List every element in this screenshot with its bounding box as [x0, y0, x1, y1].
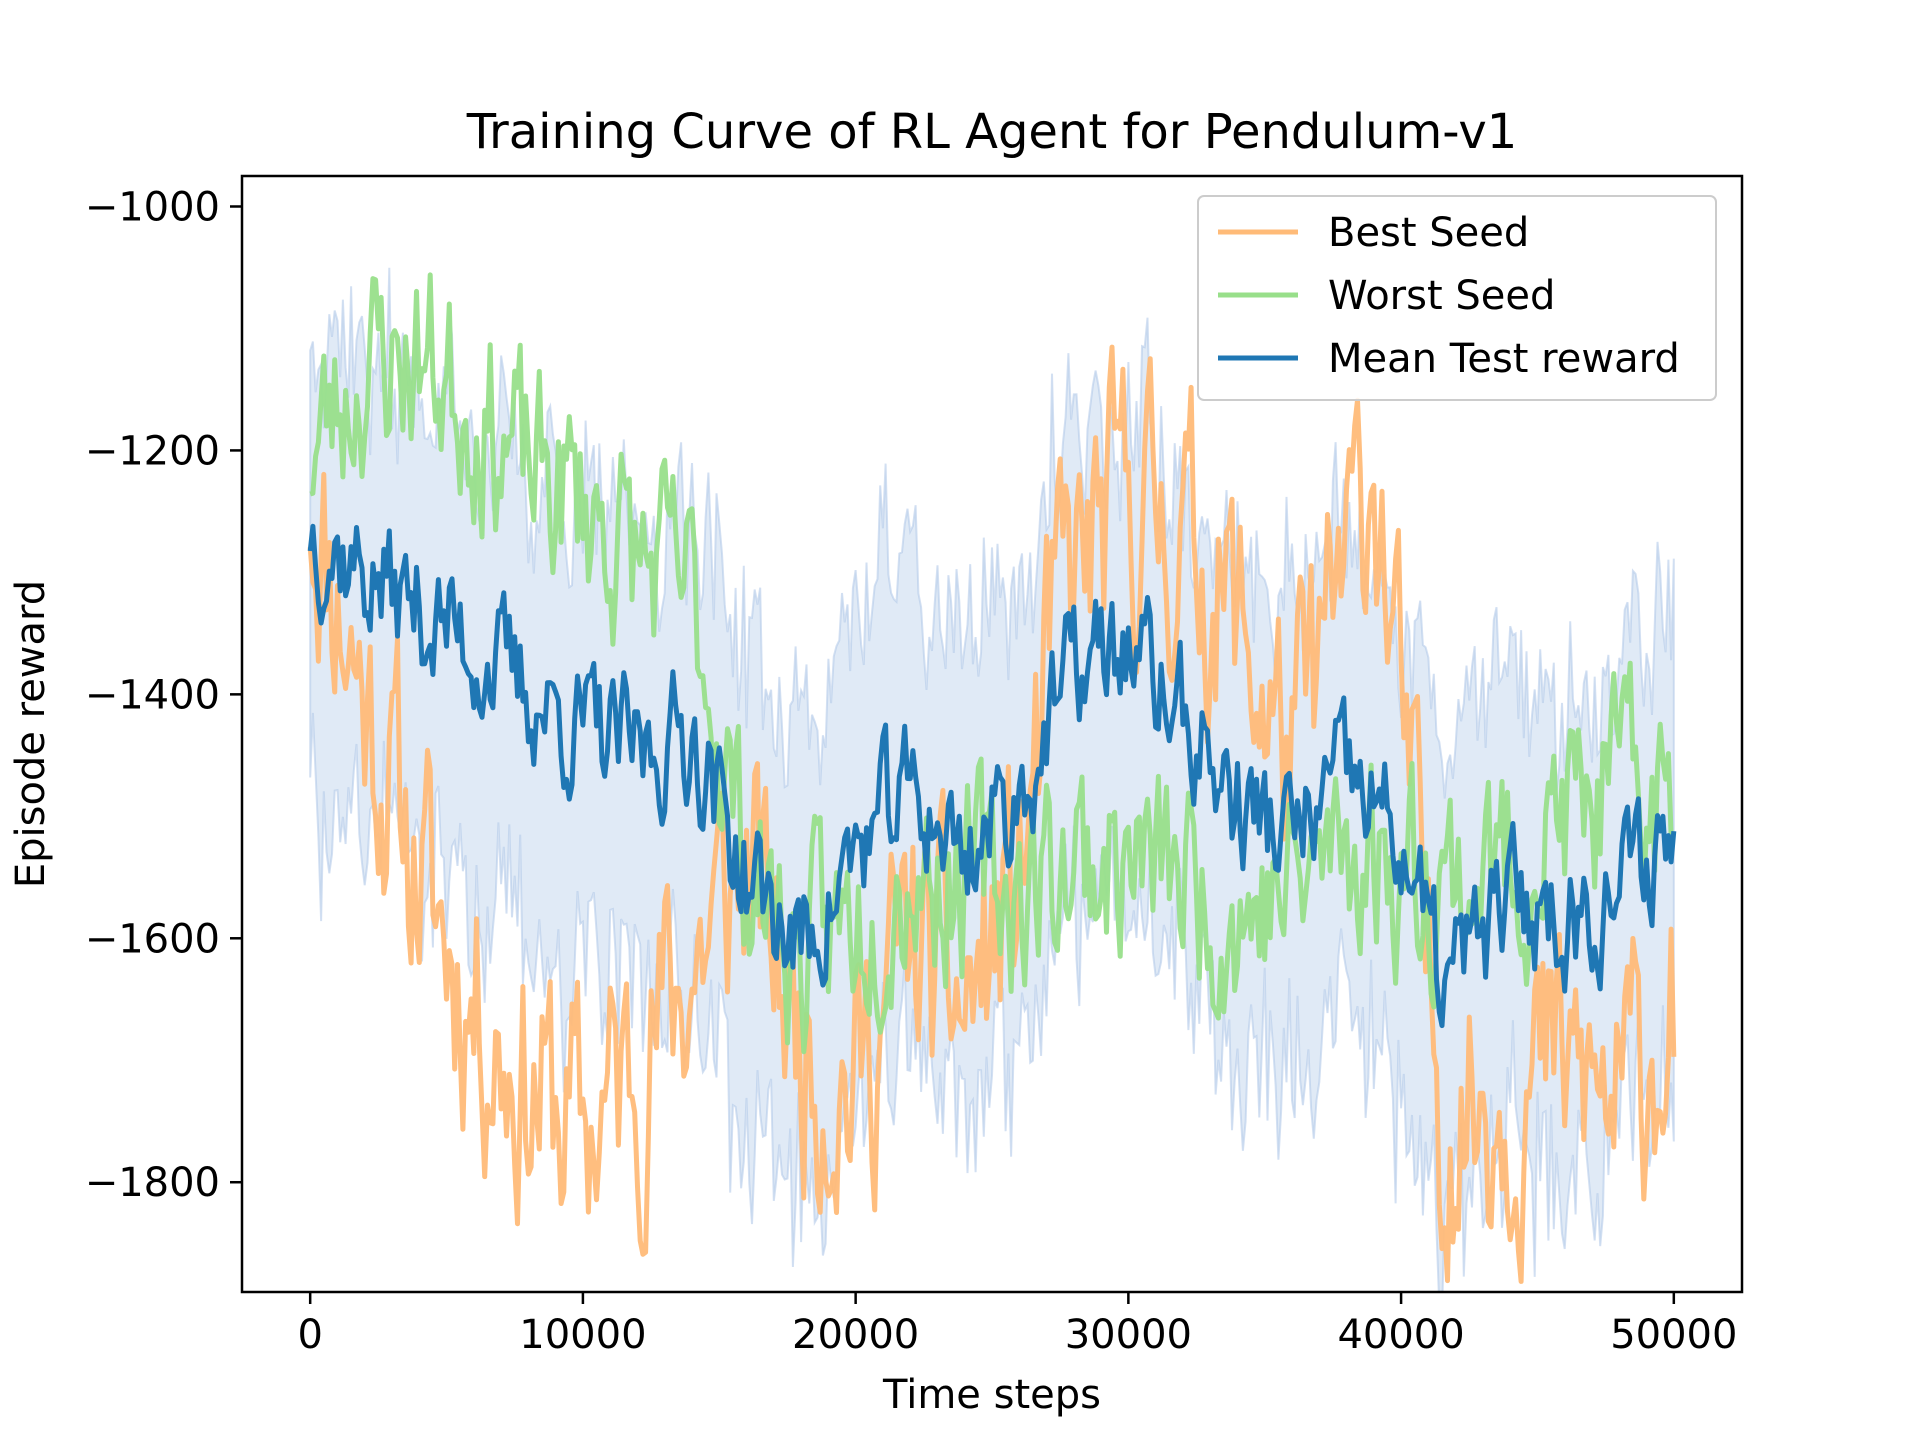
y-tick-label: −1000: [85, 184, 220, 230]
x-tick-label: 30000: [1065, 1312, 1192, 1358]
x-tick-label: 40000: [1337, 1312, 1464, 1358]
x-tick-label: 10000: [519, 1312, 646, 1358]
y-tick-label: −1400: [85, 672, 220, 718]
series-line-mean-test-reward: [307, 523, 1677, 1029]
legend-label: Best Seed: [1328, 210, 1529, 256]
y-axis-ticks: −1800 −1600 −1400 −1200 −1000: [85, 184, 242, 1206]
series-lines: [307, 272, 1677, 1284]
x-tick-label: 50000: [1610, 1312, 1737, 1358]
x-axis-title: Time steps: [882, 1372, 1101, 1418]
legend-box: [1197, 195, 1717, 401]
legend-label: Worst Seed: [1328, 273, 1555, 319]
chart-title: Training Curve of RL Agent for Pendulum-…: [466, 104, 1518, 160]
x-tick-label: 20000: [792, 1312, 919, 1358]
plot-frame: [240, 174, 1744, 1294]
series-line-best-seed: [307, 344, 1677, 1284]
x-axis-ticks: 0 10000 20000 30000 40000 50000: [297, 1292, 1737, 1358]
confidence-band-area: [309, 267, 1675, 1292]
legend: Best Seed Worst Seed Mean Test reward: [1197, 195, 1717, 401]
y-tick-label: −1800: [85, 1160, 220, 1206]
x-tick-label: 0: [297, 1312, 322, 1358]
y-tick-label: −1600: [85, 916, 220, 962]
y-tick-label: −1200: [85, 428, 220, 474]
mean-confidence-band: [309, 267, 1675, 1292]
legend-label: Mean Test reward: [1328, 336, 1680, 382]
y-axis-title: Episode reward: [8, 580, 54, 888]
